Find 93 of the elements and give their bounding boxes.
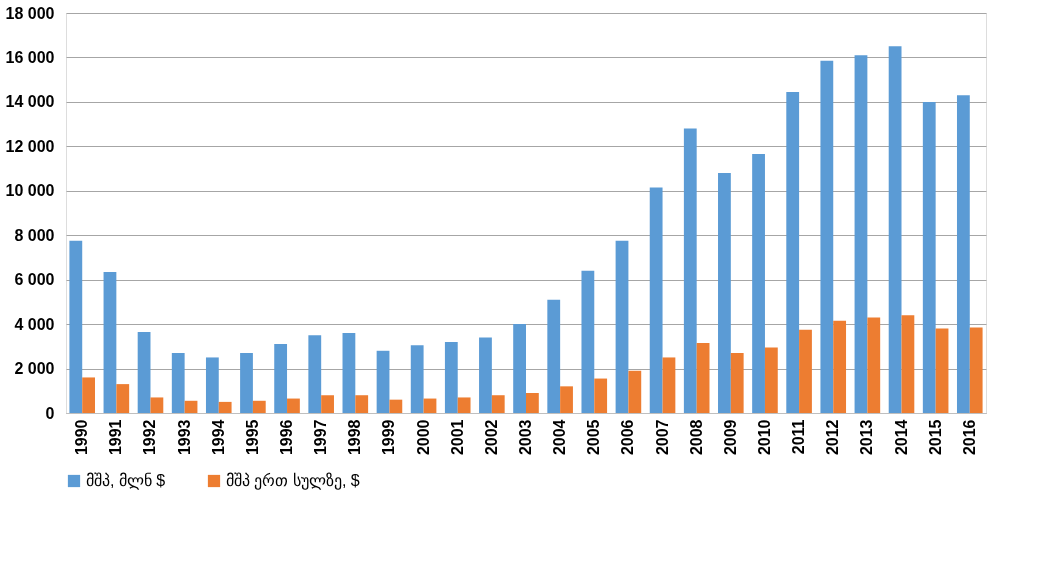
bar — [956, 95, 970, 413]
legend-label: მშპ ერთ სულზე, $ — [226, 472, 360, 490]
bar — [513, 324, 526, 413]
x-tick-label: 2003 — [517, 419, 534, 456]
bar — [171, 353, 185, 413]
bar — [901, 315, 915, 413]
x-tick-label: 2006 — [619, 419, 637, 456]
bar — [274, 344, 288, 413]
bar — [376, 350, 390, 413]
y-tick-label: 8 000 — [14, 226, 55, 244]
y-tick-label: 14 000 — [5, 93, 55, 111]
bar — [662, 357, 676, 413]
bar — [799, 329, 812, 413]
bar — [355, 395, 369, 413]
x-tick-label: 2001 — [448, 419, 466, 456]
bar — [321, 395, 334, 413]
bar — [457, 397, 471, 413]
x-tick-label: 1990 — [73, 419, 91, 456]
x-tick-label: 2000 — [414, 419, 432, 456]
bar — [764, 347, 778, 413]
bar — [240, 353, 253, 413]
bar — [935, 328, 949, 413]
bar — [615, 240, 629, 413]
x-tick-label: 2010 — [755, 419, 773, 456]
x-tick-label: 1996 — [278, 419, 296, 456]
bar — [718, 173, 731, 413]
bar — [308, 335, 322, 413]
x-tick-label: 2011 — [790, 419, 808, 455]
x-tick-label: 1997 — [312, 419, 330, 456]
bar — [547, 299, 561, 413]
bar — [82, 377, 96, 413]
y-tick-label: 2 000 — [14, 360, 55, 378]
bar — [444, 341, 458, 413]
y-tick-label: 18 000 — [5, 4, 55, 22]
x-tick-label: 2012 — [824, 419, 842, 456]
bar — [730, 353, 744, 413]
bar — [116, 384, 130, 413]
x-tick-label: 1993 — [175, 419, 193, 456]
bar — [594, 378, 608, 413]
x-tick-label: 1992 — [141, 419, 159, 456]
x-tick-label: 2002 — [482, 419, 500, 456]
bar — [649, 187, 663, 413]
x-tick-label: 2004 — [551, 419, 569, 456]
bar — [423, 398, 437, 413]
bar — [342, 333, 356, 413]
bar — [479, 337, 492, 413]
bar — [150, 397, 164, 413]
y-tick-label: 16 000 — [5, 48, 55, 66]
bar — [581, 270, 595, 413]
x-tick-label: 2015 — [926, 419, 944, 456]
bar — [854, 55, 868, 413]
bar — [526, 393, 539, 413]
bar — [786, 91, 800, 413]
bar — [560, 386, 573, 413]
y-tick-label: 6 000 — [14, 271, 55, 289]
bar — [389, 399, 403, 413]
bar — [69, 240, 83, 413]
bar — [287, 398, 300, 413]
y-tick-label: 0 — [45, 404, 55, 422]
bar — [820, 60, 834, 413]
bar — [696, 343, 710, 413]
bar — [218, 401, 232, 413]
bar — [922, 101, 936, 413]
bar — [752, 154, 765, 413]
bar — [103, 271, 117, 413]
x-tick-label: 2013 — [858, 419, 876, 456]
bar — [888, 46, 902, 413]
y-tick-label: 10 000 — [5, 182, 55, 200]
x-tick-label: 2008 — [687, 419, 705, 456]
bar — [628, 370, 642, 413]
bar — [252, 400, 266, 413]
bar — [969, 327, 983, 413]
x-tick-label: 2007 — [653, 419, 671, 456]
bar — [491, 395, 505, 413]
x-tick-label: 1999 — [380, 419, 398, 456]
x-tick-label: 2016 — [960, 419, 978, 456]
bar — [410, 345, 424, 413]
x-tick-label: 1991 — [107, 419, 125, 456]
x-tick-label: 1994 — [209, 419, 227, 456]
bar — [205, 357, 219, 413]
bar — [184, 400, 198, 413]
y-tick-label: 4 000 — [14, 315, 55, 333]
y-tick-label: 12 000 — [5, 137, 55, 155]
bar — [833, 320, 847, 413]
legend-label: მშპ, მლნ $ — [86, 472, 166, 490]
bar — [137, 331, 151, 413]
x-tick-label: 2014 — [892, 419, 910, 456]
x-tick-label: 1998 — [346, 419, 364, 456]
bar — [683, 128, 697, 413]
x-tick-label: 2009 — [721, 419, 739, 456]
x-tick-label: 1995 — [243, 419, 261, 456]
x-tick-label: 2005 — [585, 419, 603, 456]
bar — [867, 317, 881, 413]
